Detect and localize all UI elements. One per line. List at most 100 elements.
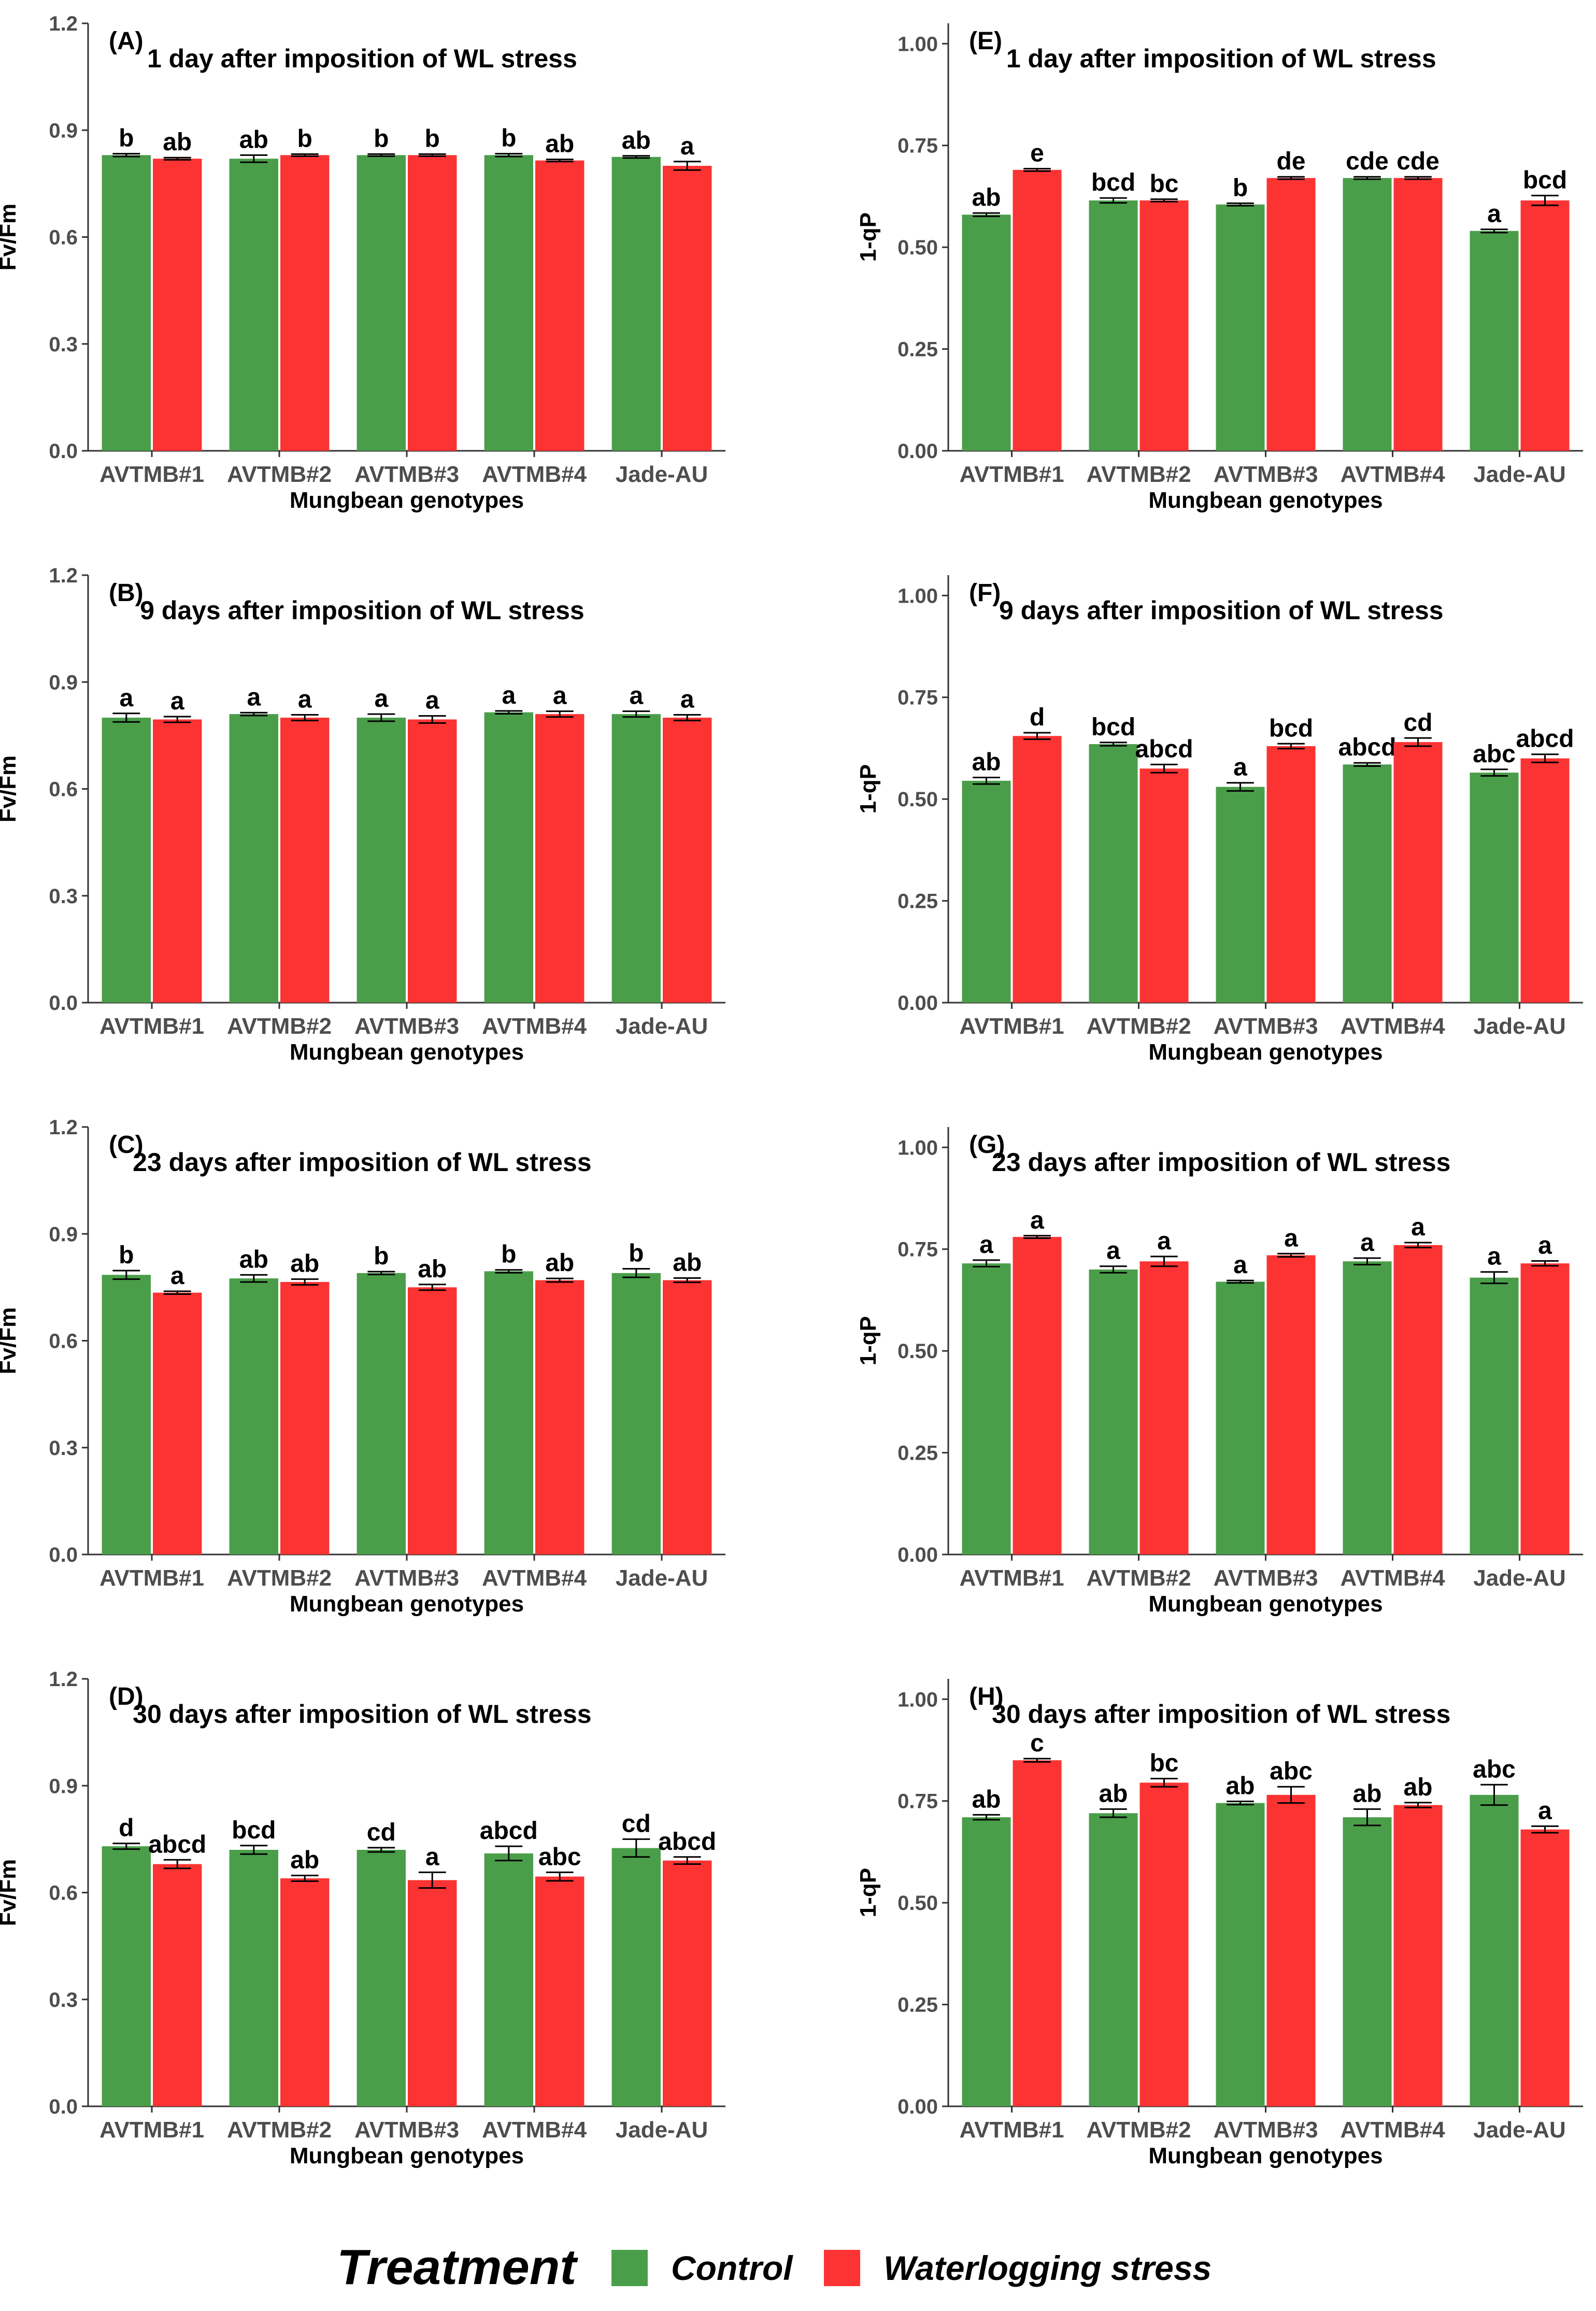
bar xyxy=(408,155,457,451)
bar xyxy=(1520,1829,1570,2106)
significance-label: bcd xyxy=(232,1817,276,1844)
significance-label: ab xyxy=(163,129,192,156)
y-axis-title: Fv/Fm xyxy=(0,1307,21,1375)
bar xyxy=(535,160,585,451)
y-tick-label: 0.0 xyxy=(49,992,78,1015)
legend-title: Treatment xyxy=(337,2239,578,2295)
significance-label: a xyxy=(553,682,567,710)
x-tick-label: AVTMB#1 xyxy=(959,462,1064,487)
y-tick-label: 0.3 xyxy=(49,885,78,908)
y-axis-title: Fv/Fm xyxy=(0,204,21,271)
bar xyxy=(1343,764,1392,1003)
significance-label: ab xyxy=(1403,1774,1432,1801)
x-tick-label: AVTMB#1 xyxy=(959,1565,1064,1591)
panel-letter: (H) xyxy=(969,1683,1004,1710)
significance-label: a xyxy=(979,1231,993,1259)
significance-label: b xyxy=(297,125,312,152)
y-tick-label: 0.3 xyxy=(49,1989,78,2012)
y-tick-label: 1.2 xyxy=(49,1116,78,1139)
x-axis-title: Mungbean genotypes xyxy=(290,2143,524,2169)
x-tick-label: AVTMB#2 xyxy=(1086,1565,1191,1591)
x-tick-label: AVTMB#4 xyxy=(482,1565,587,1591)
significance-label: cd xyxy=(367,1819,396,1846)
x-tick-label: AVTMB#2 xyxy=(227,2117,332,2143)
significance-label: a xyxy=(247,683,261,711)
bar xyxy=(1089,744,1138,1003)
significance-label: a xyxy=(425,1843,439,1871)
bar xyxy=(102,1275,151,1554)
x-tick-label: AVTMB#2 xyxy=(227,462,332,487)
panel-title: 30 days after imposition of WL stress xyxy=(133,1700,591,1729)
bar xyxy=(535,714,585,1003)
significance-label: b xyxy=(501,1241,516,1268)
significance-label: cd xyxy=(1403,709,1432,736)
x-tick-label: AVTMB#3 xyxy=(1213,462,1318,487)
significance-label: c xyxy=(1030,1730,1044,1757)
y-tick-label: 1.00 xyxy=(897,1688,938,1711)
bar xyxy=(1393,1805,1443,2106)
bar xyxy=(1520,200,1570,451)
x-tick-label: AVTMB#2 xyxy=(1086,2117,1191,2143)
y-tick-label: 0.25 xyxy=(897,890,938,913)
x-tick-label: AVTMB#1 xyxy=(959,1014,1064,1039)
bar xyxy=(1139,768,1189,1003)
x-axis-title: Mungbean genotypes xyxy=(1148,2143,1383,2169)
bar xyxy=(229,1278,278,1554)
y-tick-label: 0.50 xyxy=(897,788,938,811)
x-tick-label: AVTMB#4 xyxy=(1340,1565,1445,1591)
bar xyxy=(1266,178,1316,451)
bar xyxy=(663,718,712,1003)
x-axis-title: Mungbean genotypes xyxy=(1148,488,1383,513)
bar xyxy=(102,155,151,451)
x-tick-label: AVTMB#4 xyxy=(482,1014,587,1039)
significance-label: b xyxy=(501,125,516,152)
bar xyxy=(611,156,661,451)
bar xyxy=(484,712,533,1003)
x-tick-label: Jade-AU xyxy=(1473,462,1566,487)
bar xyxy=(153,1292,202,1554)
bar xyxy=(1520,758,1570,1003)
bar xyxy=(1266,1794,1316,2106)
legend-label-waterlogging-stress: Waterlogging stress xyxy=(884,2249,1212,2287)
y-tick-label: 0.6 xyxy=(49,1330,78,1353)
y-tick-label: 0.25 xyxy=(897,338,938,361)
significance-label: d xyxy=(1030,704,1045,731)
bar xyxy=(611,1848,661,2106)
chart-panel-d: 0.00.30.60.91.2AVTMB#1dabcdAVTMB#2bcdabA… xyxy=(0,1668,725,2169)
significance-label: a xyxy=(1538,1797,1552,1824)
bar xyxy=(962,1263,1011,1554)
significance-label: e xyxy=(1030,140,1044,167)
x-axis-title: Mungbean genotypes xyxy=(290,1039,524,1065)
significance-label: a xyxy=(680,686,694,714)
significance-label: abcd xyxy=(148,1831,206,1858)
bar xyxy=(1089,1813,1138,2106)
bar xyxy=(1343,1261,1392,1554)
x-tick-label: AVTMB#4 xyxy=(482,2117,587,2143)
significance-label: ab xyxy=(545,1249,574,1277)
bar xyxy=(102,718,151,1003)
y-axis-title: 1-qP xyxy=(856,212,881,262)
significance-label: b xyxy=(119,125,134,152)
significance-label: ab xyxy=(622,127,651,154)
bar xyxy=(484,1853,533,2106)
y-tick-label: 0.9 xyxy=(49,1775,78,1798)
significance-label: a xyxy=(1538,1232,1552,1260)
significance-label: ab xyxy=(239,1246,268,1273)
significance-label: a xyxy=(1106,1237,1120,1265)
x-tick-label: Jade-AU xyxy=(1473,2117,1566,2143)
significance-label: abc xyxy=(1270,1758,1313,1785)
bar xyxy=(153,1864,202,2106)
bar xyxy=(408,719,457,1003)
significance-label: a xyxy=(1284,1224,1298,1252)
bar xyxy=(357,155,406,451)
panel-letter: (E) xyxy=(969,27,1002,55)
bar xyxy=(1520,1263,1570,1554)
bar xyxy=(663,166,712,451)
bar xyxy=(357,1850,406,2106)
bar xyxy=(280,155,330,451)
bar xyxy=(663,1280,712,1554)
significance-label: de xyxy=(1276,148,1305,175)
significance-label: b xyxy=(1233,174,1248,202)
x-tick-label: AVTMB#1 xyxy=(99,1565,204,1591)
